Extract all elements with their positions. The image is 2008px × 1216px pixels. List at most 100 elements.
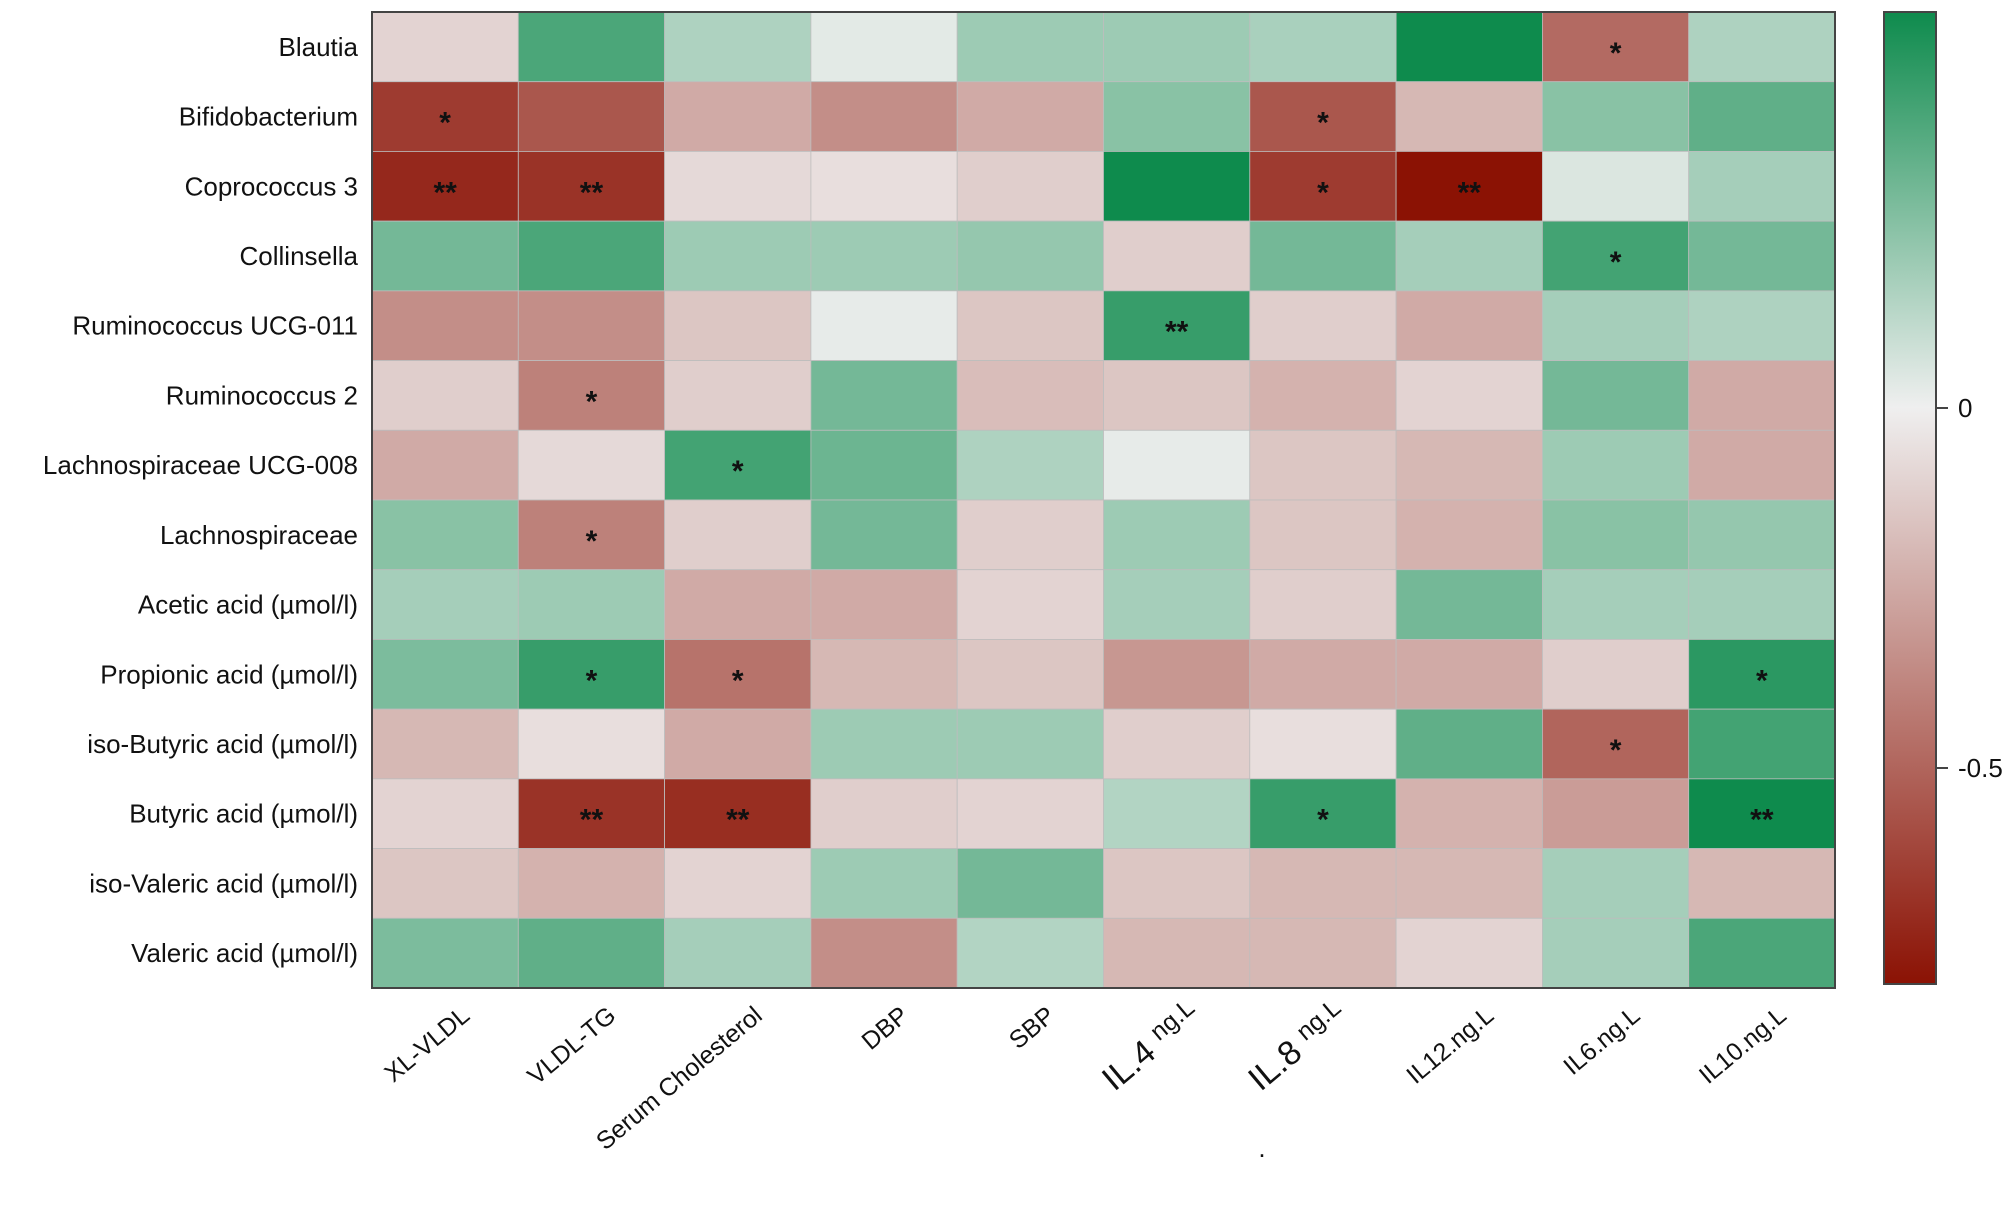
heatmap-cell — [1249, 708, 1397, 780]
column-label: SBP — [1004, 1001, 1060, 1055]
heatmap-cell — [956, 429, 1104, 501]
row-label: Coprococcus 3 — [185, 171, 358, 201]
heatmap-cell — [1249, 151, 1397, 222]
heatmap-cell — [1395, 11, 1543, 83]
heatmap-cell — [371, 569, 519, 640]
heatmap-cell — [517, 917, 665, 989]
significance-marker: ** — [1165, 316, 1189, 349]
significance-marker: * — [586, 525, 598, 558]
row-label: Ruminococcus 2 — [166, 380, 358, 410]
heatmap-cell — [664, 360, 812, 431]
row-label: Collinsella — [240, 241, 359, 271]
heatmap-cell — [1249, 917, 1397, 989]
heatmap-cell — [1688, 499, 1836, 571]
heatmap-cell — [1103, 360, 1251, 431]
heatmap-cell — [1103, 81, 1251, 152]
heatmap-cell — [517, 290, 665, 361]
heatmap-cell — [1688, 708, 1836, 780]
colorbar-ticks: 0 -0.5 — [1936, 393, 2003, 783]
column-label: DBP — [857, 1001, 914, 1055]
plot-frame — [371, 11, 1836, 989]
heatmap-cell — [517, 708, 665, 780]
heatmap-cell — [1542, 360, 1690, 431]
heatmap-cell — [1688, 11, 1836, 83]
column-label: VLDL-TG — [522, 1001, 621, 1090]
heatmap-cell — [956, 220, 1104, 292]
heatmap-cell — [956, 81, 1104, 152]
column-label: IL.4ng.L — [1094, 993, 1208, 1098]
heatmap-cell — [517, 569, 665, 640]
significance-marker: * — [1610, 734, 1622, 767]
heatmap-cell — [810, 429, 958, 501]
heatmap-cell — [1395, 499, 1543, 571]
heatmap-cell — [1688, 848, 1836, 919]
heatmap-cells — [371, 11, 1836, 989]
significance-marker: ** — [1458, 176, 1482, 209]
significance-marker: * — [732, 455, 744, 488]
heatmap-cell — [371, 499, 519, 571]
heatmap-cell — [1542, 708, 1690, 780]
significance-marker: ** — [726, 804, 750, 837]
row-label: Acetic acid (µmol/l) — [138, 590, 358, 620]
heatmap-cell — [1688, 917, 1836, 989]
row-labels: Blautia Bifidobacterium Coprococcus 3 Colli… — [43, 32, 359, 968]
row-label: Lachnospiraceae UCG-008 — [43, 450, 358, 480]
heatmap-cell — [810, 569, 958, 640]
heatmap-cell — [371, 778, 519, 849]
heatmap-cell — [1395, 429, 1543, 501]
significance-marker: * — [1610, 246, 1622, 279]
heatmap-cell — [810, 708, 958, 780]
heatmap-cell — [664, 708, 812, 780]
heatmap-cell — [517, 429, 665, 501]
heatmap-cell — [517, 639, 665, 710]
column-label-suffix: ng.L — [1145, 993, 1200, 1046]
significance-marker: ** — [580, 804, 604, 837]
heatmap-cell — [371, 917, 519, 989]
heatmap-cell — [1249, 569, 1397, 640]
heatmap-cell — [810, 11, 958, 83]
colorbar-tick-label: 0 — [1958, 393, 1972, 423]
significance-marker: * — [1756, 664, 1768, 697]
heatmap-cell — [517, 220, 665, 292]
axis-annotation-dot: . — [1258, 1133, 1265, 1163]
heatmap-cell — [956, 11, 1104, 83]
column-label: IL12.ng.L — [1401, 1001, 1499, 1090]
heatmap-cell — [1542, 11, 1690, 83]
heatmap-cell — [1103, 151, 1251, 222]
significance-marker: ** — [580, 176, 604, 209]
heatmap-cell — [1103, 499, 1251, 571]
heatmap-cell — [1249, 639, 1397, 710]
heatmap-cell — [1542, 429, 1690, 501]
row-label: Lachnospiraceae — [160, 520, 358, 550]
row-label: iso-Butyric acid (µmol/l) — [87, 729, 358, 759]
heatmap-cell — [956, 569, 1104, 640]
heatmap-cell — [371, 290, 519, 361]
heatmap-cell — [664, 81, 812, 152]
significance-marker: * — [1610, 37, 1622, 70]
heatmap-cell — [1249, 290, 1397, 361]
heatmap-cell — [1249, 220, 1397, 292]
heatmap-cell — [810, 360, 958, 431]
heatmap-cell — [1688, 220, 1836, 292]
heatmap-cell — [1103, 778, 1251, 849]
heatmap-cell — [664, 151, 812, 222]
colorbar — [1883, 11, 1937, 985]
heatmap-cell — [1395, 917, 1543, 989]
heatmap-cell — [517, 848, 665, 919]
heatmap-cell — [1395, 639, 1543, 710]
heatmap-cell — [1103, 429, 1251, 501]
heatmap-cell — [1542, 151, 1690, 222]
heatmap-cell — [517, 81, 665, 152]
heatmap-cell — [956, 778, 1104, 849]
heatmap-cell — [517, 11, 665, 83]
heatmap-cell — [1395, 569, 1543, 640]
heatmap-cell — [371, 220, 519, 292]
heatmap-cell — [956, 848, 1104, 919]
heatmap-cell — [1249, 360, 1397, 431]
heatmap-cell — [810, 290, 958, 361]
heatmap-cell — [956, 151, 1104, 222]
heatmap-cell — [810, 848, 958, 919]
row-label: Butyric acid (µmol/l) — [129, 799, 358, 829]
